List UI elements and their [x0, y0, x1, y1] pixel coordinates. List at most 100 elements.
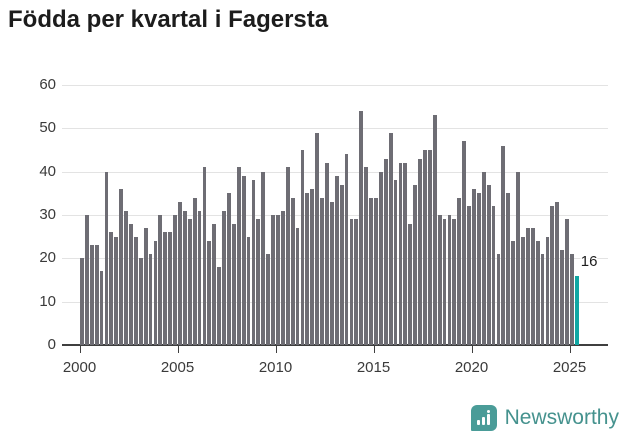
x-axis-tick-label: 2005: [160, 359, 195, 376]
bar: [129, 223, 133, 345]
bar: [413, 184, 418, 345]
bar: [192, 197, 197, 345]
logo-bar-tall: [487, 414, 491, 425]
x-axis-tick: [275, 346, 277, 353]
bar: [315, 132, 320, 345]
bar: [325, 163, 329, 345]
bar: [545, 236, 550, 345]
bar: [212, 223, 217, 345]
bar: [329, 202, 334, 345]
bar: [437, 215, 442, 345]
bar: [442, 219, 447, 345]
bar: [467, 206, 471, 345]
bar: [222, 210, 226, 345]
bar: [119, 189, 124, 345]
x-axis-tick: [79, 346, 81, 353]
bar: [481, 171, 486, 345]
bar: [236, 167, 241, 345]
gridline-y60: [62, 85, 608, 86]
bar: [99, 271, 104, 345]
bar: [496, 254, 501, 345]
bar: [148, 254, 153, 345]
bar: [104, 171, 109, 345]
bar: [80, 258, 84, 345]
bar: [555, 202, 560, 345]
bar: [472, 189, 476, 345]
bar: [570, 254, 574, 345]
bar: [334, 176, 339, 345]
bar: [540, 254, 545, 345]
gridline-y50: [62, 128, 608, 130]
bar: [452, 219, 457, 345]
newsworthy-logo-link[interactable]: Newsworthy: [470, 405, 619, 431]
newsworthy-wordmark: Newsworthy: [504, 406, 619, 429]
bar: [432, 115, 437, 345]
bar: [202, 167, 207, 345]
bar: [349, 219, 354, 345]
bar: [158, 215, 163, 345]
bar: [565, 219, 569, 345]
bar: [84, 215, 89, 345]
logo-bar-medium: [482, 417, 486, 425]
x-axis-tick: [177, 346, 179, 353]
bar: [231, 223, 236, 345]
bar: [339, 184, 344, 345]
bar: [261, 171, 266, 345]
bar: [163, 232, 168, 345]
bar: [138, 258, 143, 345]
logo-exclamation: [487, 409, 491, 425]
bar: [378, 171, 383, 345]
last-value-label: 16: [580, 252, 598, 270]
bar: [501, 145, 506, 345]
chart-title: Födda per kvartal i Fagersta: [8, 6, 329, 33]
bar: [457, 197, 462, 345]
bar: [305, 193, 310, 345]
bar: [109, 232, 114, 345]
bar: [94, 245, 99, 345]
bar: [369, 197, 373, 345]
bar: [217, 267, 222, 345]
bar: [251, 180, 256, 345]
x-axis-tick-label: 2015: [356, 359, 391, 376]
bar: [173, 215, 177, 345]
bar: [550, 206, 555, 345]
y-axis-tick-label: 0: [47, 336, 56, 353]
bar: [290, 197, 295, 345]
bar: [354, 219, 359, 345]
bar: [310, 189, 315, 345]
bar: [530, 228, 535, 345]
highlighted-bar: [574, 275, 579, 345]
y-axis-tick-label: 20: [39, 249, 56, 267]
bar: [280, 210, 285, 345]
x-axis-tick: [373, 346, 375, 353]
bar: [276, 215, 280, 345]
bar: [535, 241, 540, 345]
bar: [178, 202, 182, 345]
x-axis-line: [62, 344, 608, 346]
bar: [133, 236, 138, 345]
bar: [403, 163, 408, 345]
bar: [462, 141, 467, 345]
bar: [266, 254, 271, 345]
bar: [476, 193, 481, 345]
bar: [114, 236, 119, 345]
bar: [256, 219, 261, 345]
bar: [153, 241, 158, 345]
bar: [300, 150, 305, 345]
bar: [447, 215, 452, 345]
bar: [408, 223, 413, 345]
y-axis-tick-label: 10: [39, 292, 56, 310]
bar: [246, 236, 251, 345]
bar: [516, 171, 520, 345]
bar: [89, 245, 94, 345]
bar: [295, 228, 300, 345]
bar: [271, 215, 275, 345]
logo-exclamation-dot: [487, 409, 491, 413]
bar: [486, 184, 491, 345]
bar: [344, 154, 349, 345]
bar: [398, 163, 403, 345]
bar: [506, 193, 511, 345]
bar: [560, 249, 565, 345]
y-axis-tick-label: 30: [39, 206, 56, 223]
bar: [427, 150, 432, 345]
